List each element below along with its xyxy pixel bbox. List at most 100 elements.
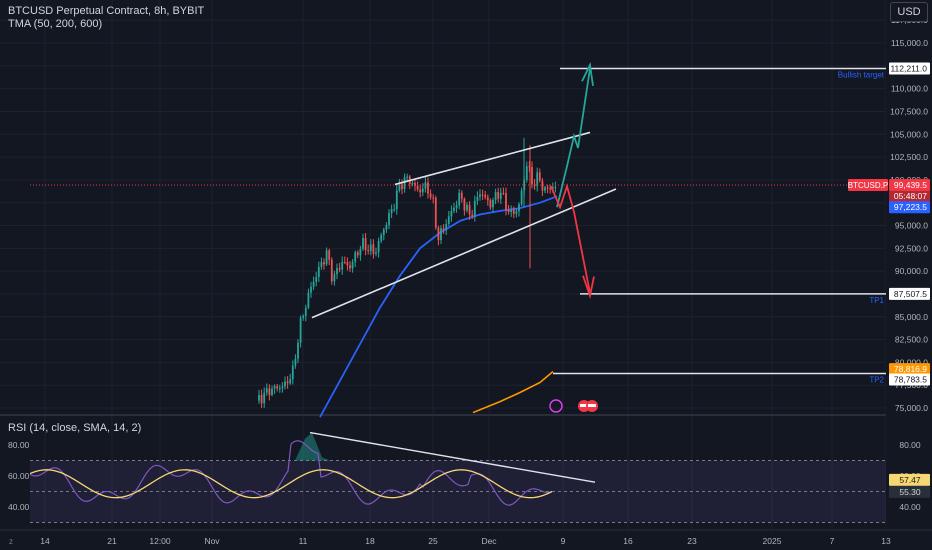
- price-tick-label: 107,500.0: [890, 106, 928, 116]
- price-tag-tp1-text: 87,507.5: [894, 289, 927, 299]
- channel-lower-line: [311, 188, 617, 319]
- time-tick-label: 21: [107, 536, 117, 546]
- candle-body: [369, 244, 372, 251]
- candle-body: [546, 187, 549, 189]
- event-icon: [549, 399, 563, 413]
- candle-body: [528, 166, 531, 168]
- candle-body: [359, 249, 362, 256]
- price-tick-label: 102,500.0: [890, 152, 928, 162]
- candle-body: [442, 228, 445, 230]
- candle-body: [390, 209, 393, 214]
- candle-body: [481, 194, 484, 196]
- candle-body: [479, 194, 481, 197]
- time-tick-label: 13: [881, 536, 891, 546]
- candle-body: [445, 224, 448, 230]
- candle-body: [385, 224, 388, 230]
- candle-body: [531, 166, 533, 185]
- rsi-tick-label: 80.00: [899, 440, 921, 450]
- candle-body: [541, 180, 544, 191]
- candle-body: [512, 209, 515, 214]
- time-tick-label: 25: [428, 536, 438, 546]
- candle-body: [317, 266, 320, 278]
- grid: [0, 0, 932, 530]
- time-tick-label: 23: [687, 536, 697, 546]
- candle-body: [328, 250, 331, 260]
- candle-body: [268, 388, 271, 396]
- symbol-tag: [848, 178, 888, 191]
- price-tag-ma-orange-text: 78,816.9: [894, 364, 927, 374]
- candle-body: [284, 381, 286, 387]
- candle-body: [273, 386, 276, 389]
- time-tick-label: 7: [830, 536, 835, 546]
- candle-body: [424, 182, 427, 189]
- candle-body: [362, 237, 364, 250]
- currency-button[interactable]: USD: [890, 2, 928, 22]
- candle-body: [320, 262, 323, 267]
- rsi-divergence-line: [309, 431, 596, 483]
- candle-body: [518, 204, 520, 212]
- candle-body: [333, 274, 336, 282]
- candle-body: [281, 386, 284, 389]
- price-tick-label: 95,000.0: [895, 221, 928, 231]
- candle-body: [544, 187, 546, 191]
- rsi-overbought-fill: [295, 432, 330, 461]
- candle-body: [416, 185, 419, 190]
- candle-body: [260, 395, 263, 404]
- candle-body: [502, 192, 505, 194]
- price-tick-label: 115,000.0: [891, 38, 928, 48]
- candle-body: [476, 196, 479, 201]
- flag-icon-stripe: [588, 404, 596, 407]
- candle-body: [494, 192, 497, 200]
- candle-body: [364, 237, 367, 251]
- price-tick-label: 105,000.0: [890, 129, 928, 139]
- candle-body: [372, 244, 375, 254]
- candle-body: [510, 209, 513, 213]
- candle-body: [520, 190, 523, 205]
- timezone-icon: z: [9, 537, 13, 546]
- bullish-projection: [556, 68, 591, 208]
- time-tick-label: 11: [299, 536, 308, 546]
- ma-orange-line: [472, 370, 554, 414]
- channel-upper-line: [394, 131, 591, 186]
- time-axis: 14 21 12:00 Nov 11 18 25 Dec 9 16 23 2025 7 13 z: [0, 529, 932, 550]
- candle-body: [336, 268, 338, 275]
- rsi-lines: [29, 431, 596, 506]
- price-tag-bullish-target: [889, 62, 930, 75]
- candle-body: [432, 197, 435, 199]
- rsi-value-tag: [889, 473, 930, 486]
- candle-body: [315, 277, 318, 282]
- rsi-left-label: 60.00: [8, 471, 30, 481]
- bearish-projection: [550, 183, 591, 294]
- candle-body: [507, 209, 510, 213]
- rsi-band-background: [30, 460, 886, 523]
- candle-body: [380, 235, 383, 242]
- price-tick-label: 75,000.0: [895, 403, 928, 413]
- price-tick-label: 92,500.0: [895, 243, 928, 253]
- countdown-tag: [889, 190, 930, 202]
- candle-body: [310, 286, 312, 293]
- price-tag-ma-blue: [889, 201, 930, 214]
- candle-body: [429, 193, 432, 198]
- candle-body: [458, 192, 461, 206]
- time-tick-label: 12:00: [149, 536, 171, 546]
- candle-body: [346, 262, 349, 266]
- price-tick-label: 80,000.0: [895, 357, 928, 367]
- candle-body: [395, 190, 398, 210]
- candle-body: [401, 184, 403, 190]
- symbol-legend: BTCUSD Perpetual Contract, 8h, BYBIT: [8, 5, 205, 17]
- candle-body: [554, 186, 557, 188]
- price-tick-label: 90,000.0: [895, 266, 928, 276]
- candle-body: [351, 262, 354, 269]
- candle-body: [497, 192, 500, 199]
- price-tag-ma-orange: [889, 363, 930, 376]
- candle-body: [393, 209, 396, 211]
- time-tick-label: 14: [40, 536, 50, 546]
- price-tag-bullish-target-text: 112,211.0: [890, 63, 927, 73]
- candle-body: [515, 211, 518, 214]
- price-tag-tp1: [889, 287, 930, 300]
- candle-body: [375, 252, 377, 254]
- candle-body: [463, 198, 466, 211]
- candle-body: [499, 192, 502, 199]
- time-axis-background: [0, 530, 932, 550]
